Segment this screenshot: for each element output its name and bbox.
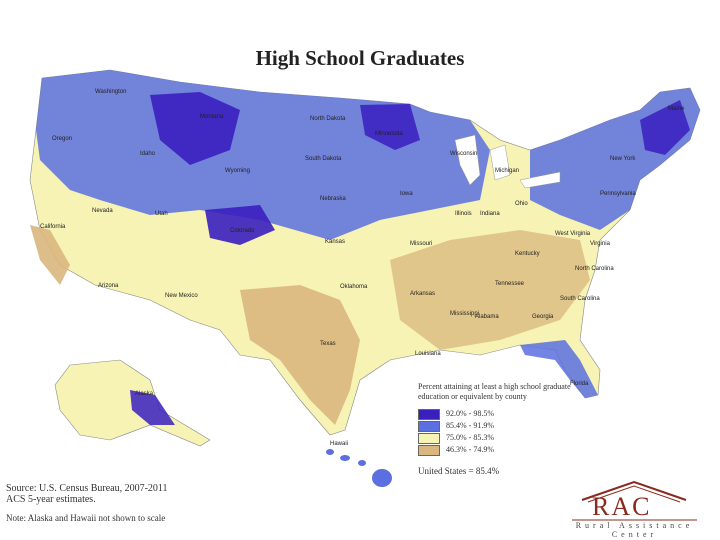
state-label: Idaho <box>140 151 156 157</box>
state-label: Montana <box>200 114 224 120</box>
state-label: Utah <box>155 211 168 217</box>
state-label: Kansas <box>325 239 345 245</box>
legend-item: 46.3% - 74.9% <box>418 444 578 456</box>
legend-item: 92.0% - 98.5% <box>418 408 578 420</box>
state-label: Wyoming <box>225 168 250 174</box>
state-label: Iowa <box>400 191 413 197</box>
rac-logo-letters: RAC <box>592 492 652 521</box>
state-label: Missouri <box>410 241 432 247</box>
state-label: Florida <box>570 381 589 387</box>
state-label: Arizona <box>98 283 119 289</box>
rac-logo-roof <box>572 480 697 521</box>
low-rate-region-southeast <box>390 230 590 350</box>
state-label: Michigan <box>495 168 519 174</box>
state-label: Illinois <box>455 211 472 217</box>
state-label: Oklahoma <box>340 284 368 290</box>
highest-rate-cluster-montana <box>150 92 240 165</box>
state-label: Hawaii <box>330 441 348 447</box>
source-line-2: ACS 5-year estimates. <box>6 494 96 505</box>
state-label: California <box>40 224 66 230</box>
source-line-1: Source: U.S. Census Bureau, 2007-2011 <box>6 483 168 494</box>
state-label: Nevada <box>92 208 113 214</box>
state-label: North Dakota <box>310 116 346 122</box>
state-label: Alaska <box>135 391 154 397</box>
legend-swatch <box>418 432 440 444</box>
rac-logo: RAC Rural Assistance Center <box>552 478 717 539</box>
state-label: Arkansas <box>410 291 435 297</box>
hawaii-shape <box>326 449 392 487</box>
state-labels: Washington Oregon Idaho Montana Wyoming Nevad… <box>40 89 685 447</box>
state-label: Kentucky <box>515 251 540 257</box>
source-citation: Source: U.S. Census Bureau, 2007-2011 AC… <box>6 483 168 505</box>
highest-rate-cluster-colorado <box>205 205 275 245</box>
state-label: Texas <box>320 341 336 347</box>
highest-rate-cluster-minnesota <box>360 104 420 150</box>
state-label: Maine <box>668 106 685 112</box>
low-rate-region-california <box>30 225 70 285</box>
state-label: Ohio <box>515 201 528 207</box>
legend-item: 75.0% - 85.3% <box>418 432 578 444</box>
state-label: Washington <box>95 89 126 95</box>
legend-label: 46.3% - 74.9% <box>446 445 494 454</box>
state-label: Wisconsin <box>450 151 477 157</box>
legend-label: 92.0% - 98.5% <box>446 409 494 418</box>
state-label: Mississippi <box>450 311 479 317</box>
state-label: Indiana <box>480 211 500 217</box>
state-label: Oregon <box>52 136 72 142</box>
legend-swatch <box>418 444 440 456</box>
great-lakes <box>454 134 561 189</box>
highest-rate-cluster-newengland <box>640 100 690 155</box>
us-total: United States = 85.4% <box>418 466 500 476</box>
state-label: Colorado <box>230 228 255 234</box>
state-label: Tennessee <box>495 281 525 287</box>
page-title: High School Graduates <box>255 46 465 70</box>
rac-logo-subtitle: Rural Assistance Center <box>575 521 694 539</box>
state-label: North Carolina <box>575 266 614 272</box>
alaska-high-rate <box>130 390 175 425</box>
state-label: Nebraska <box>320 196 346 202</box>
state-label: South Dakota <box>305 156 342 162</box>
legend-swatch <box>418 408 440 420</box>
legend-label: 75.0% - 85.3% <box>446 433 494 442</box>
legend-item: 85.4% - 91.9% <box>418 420 578 432</box>
state-label: Pennsylvania <box>600 191 636 197</box>
state-label: West Virginia <box>555 231 591 237</box>
state-label: Georgia <box>532 314 554 320</box>
legend-label: 85.4% - 91.9% <box>446 421 494 430</box>
legend: Percent attaining at least a high school… <box>418 382 578 476</box>
state-label: Virginia <box>590 241 611 247</box>
state-label: New York <box>610 156 636 162</box>
state-label: Alabama <box>475 314 499 320</box>
state-label: Minnesota <box>375 131 403 137</box>
state-label: South Carolina <box>560 296 600 302</box>
legend-title: Percent attaining at least a high school… <box>418 382 571 401</box>
map-note: Note: Alaska and Hawaii not shown to sca… <box>6 513 166 523</box>
low-rate-region-texas <box>240 285 360 425</box>
florida-shape <box>520 340 598 398</box>
state-label: Louisiana <box>415 351 441 357</box>
state-label: New Mexico <box>165 293 198 299</box>
legend-swatch <box>418 420 440 432</box>
